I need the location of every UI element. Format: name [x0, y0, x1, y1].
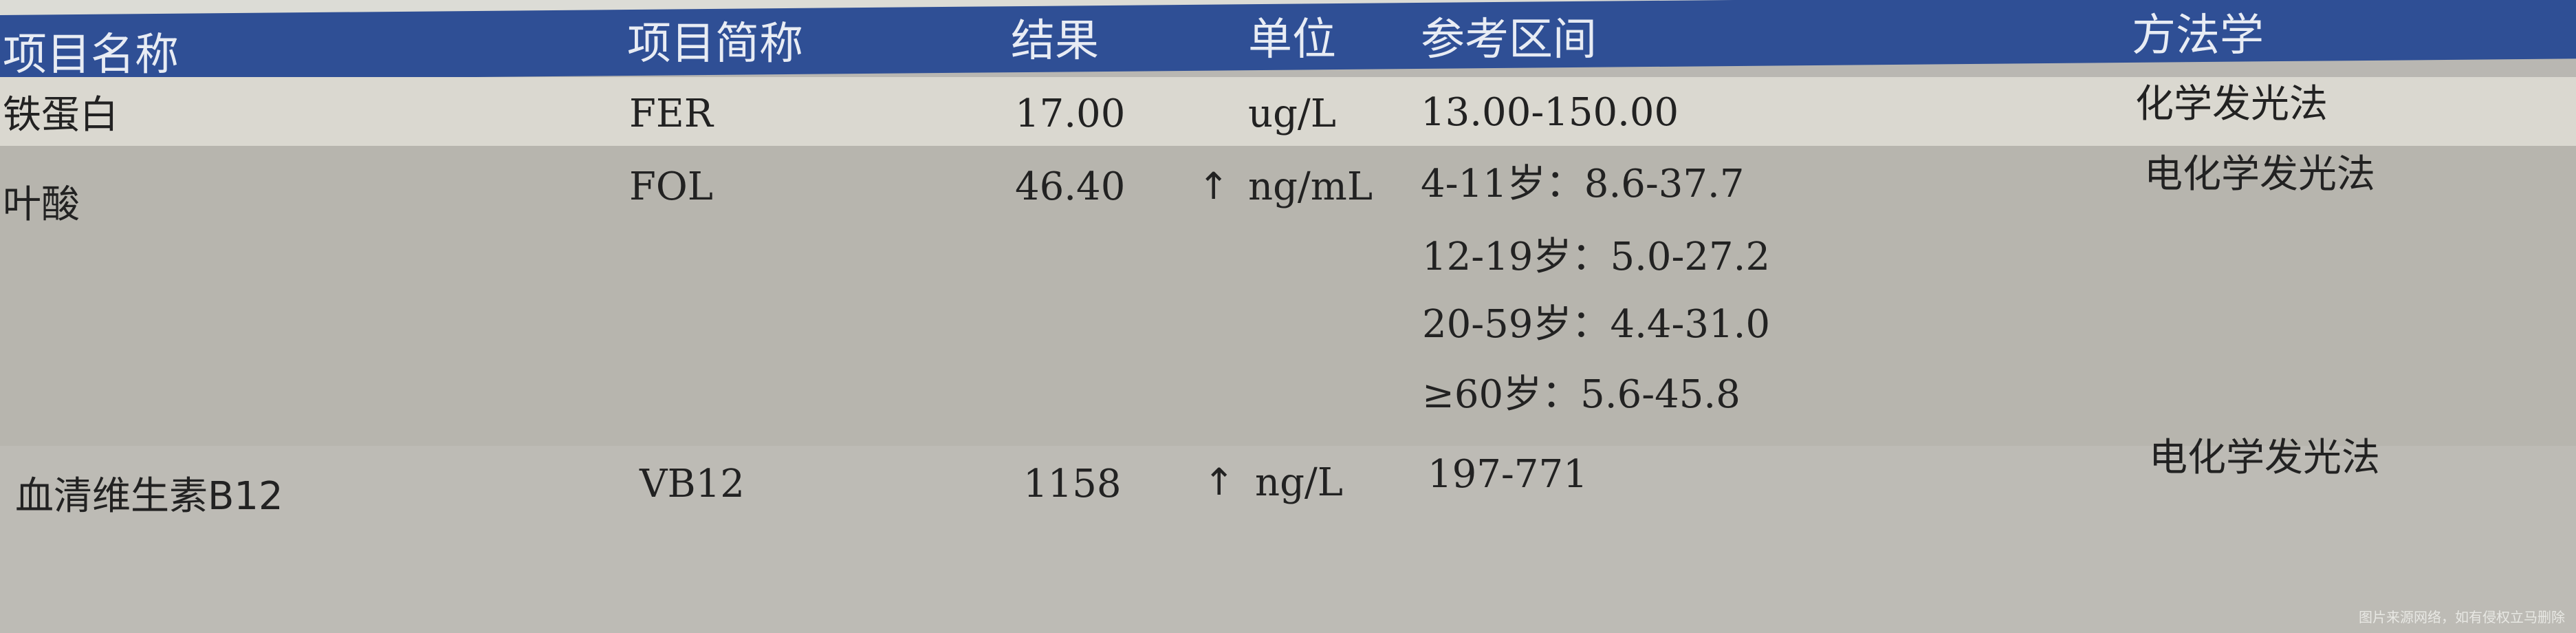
high-flag-arrow-icon: ↑	[1203, 460, 1235, 504]
item-abbr: FER	[629, 92, 713, 136]
table-row	[0, 77, 2576, 149]
item-unit: ng/mL	[1248, 164, 1373, 209]
item-method: 电化学发光法	[2144, 152, 2375, 197]
item-result: 17.00	[1015, 92, 1126, 136]
table-row	[0, 146, 2576, 449]
item-reference: ≥60岁：5.6-45.8	[1422, 372, 1740, 417]
item-name: 铁蛋白	[3, 93, 118, 138]
item-name: 叶酸	[3, 182, 80, 227]
item-unit: ng/L	[1255, 460, 1343, 505]
item-name: 血清维生素B12	[15, 474, 283, 519]
header-unit: 单位	[1248, 14, 1336, 65]
item-method: 电化学发光法	[2149, 436, 2380, 480]
item-reference: 20-59岁：4.4-31.0	[1422, 302, 1771, 347]
header-method: 方法学	[2132, 10, 2264, 61]
item-abbr: VB12	[640, 462, 745, 506]
header-result: 结果	[1011, 16, 1099, 67]
item-reference: 4-11岁：8.6-37.7	[1421, 162, 1745, 206]
item-method: 化学发光法	[2135, 82, 2328, 127]
item-result: 1158	[1023, 462, 1122, 506]
item-unit: ug/L	[1248, 92, 1336, 136]
item-reference: 197-771	[1428, 452, 1588, 497]
table-row	[0, 446, 2576, 633]
header-reference: 参考区间	[1421, 14, 1597, 65]
high-flag-arrow-icon: ↑	[1198, 164, 1230, 208]
item-reference: 12-19岁：5.0-27.2	[1422, 235, 1771, 279]
header-item-abbr: 项目简称	[627, 19, 803, 69]
item-abbr: FOL	[629, 164, 713, 209]
watermark: 图片来源网络，如有侵权立马删除	[2359, 609, 2565, 625]
header-item-name: 项目名称	[3, 30, 179, 81]
item-result: 46.40	[1015, 164, 1126, 209]
item-reference: 13.00-150.00	[1421, 90, 1679, 135]
